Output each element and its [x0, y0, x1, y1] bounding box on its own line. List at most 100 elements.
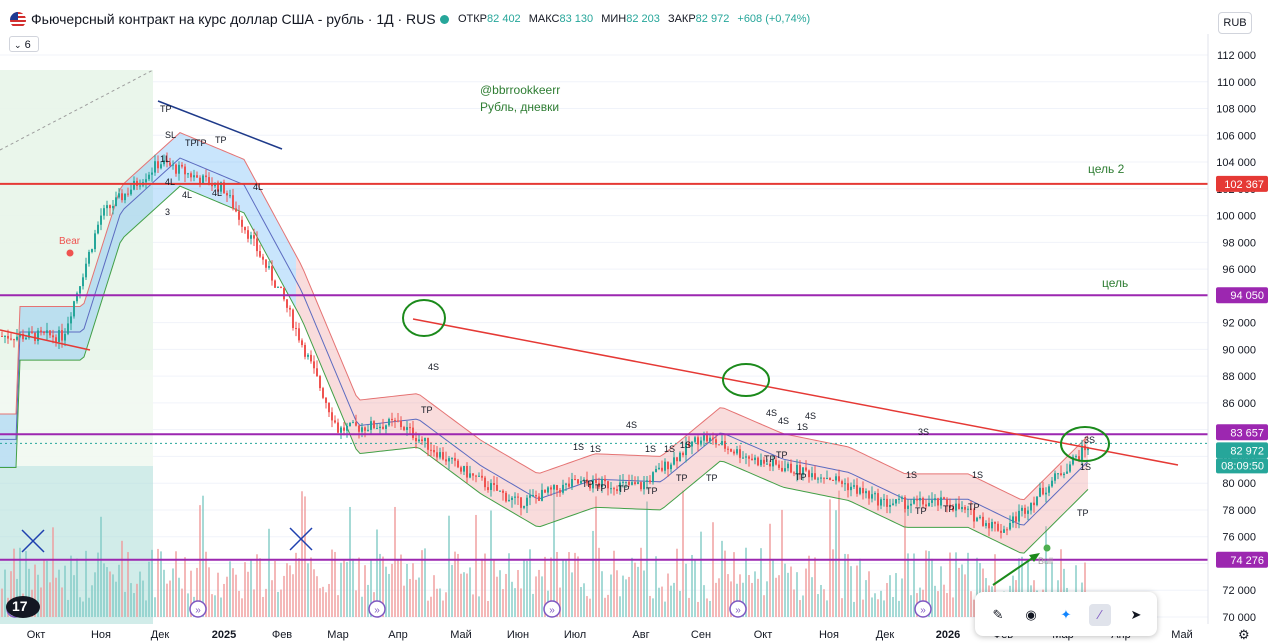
short-trendline[interactable] [0, 329, 91, 351]
volume-bar [706, 598, 708, 617]
candle-body [271, 266, 273, 281]
indicators-toggle[interactable]: ⌄ 6 [9, 36, 39, 52]
candle-body [892, 503, 894, 505]
resistance-trendline[interactable] [412, 318, 1179, 466]
candle-body [397, 420, 399, 422]
long-position-zone-lower [0, 370, 153, 466]
signal-label: TP [582, 479, 594, 489]
upper-trendline[interactable] [157, 100, 283, 150]
candle-body [715, 439, 717, 445]
volume-bar [529, 549, 531, 617]
draw-icon[interactable]: ✎ [992, 607, 1004, 622]
candle-body [871, 494, 873, 499]
volume-bar [463, 572, 465, 617]
candle-body [625, 481, 627, 483]
volume-bar [622, 575, 624, 617]
ohlc-values: ОТКР82 402 МАКС83 130 МИН82 203 ЗАКР82 9… [458, 13, 810, 25]
signal-label: TP [195, 138, 207, 148]
volume-bar [328, 583, 330, 617]
candle-body [232, 195, 234, 209]
volume-bar [964, 574, 966, 617]
volume-bar [88, 597, 90, 617]
candle-body [628, 481, 630, 485]
candle-body [85, 263, 87, 278]
replay-marker-icon[interactable] [729, 600, 747, 618]
candle-body [139, 185, 141, 187]
candle-body [490, 483, 492, 490]
replay-marker-icon[interactable] [914, 600, 932, 618]
volume-bar [274, 560, 276, 617]
overlay-icon[interactable]: ◉ [1025, 607, 1037, 622]
candle-body [400, 420, 402, 428]
volume-bar [1084, 562, 1086, 617]
volume-bar [454, 551, 456, 617]
volume-bar [259, 558, 261, 617]
candle-body [181, 164, 183, 167]
telegram-icon[interactable]: ➤ [1130, 607, 1142, 622]
candle-body [736, 449, 738, 454]
candle-body [1078, 456, 1080, 460]
signal-label: TP [185, 138, 197, 148]
tradingview-logo-icon[interactable]: 17 [6, 596, 40, 618]
volume-bar [532, 593, 534, 617]
signal-label: SL [165, 130, 176, 140]
replay-marker-icon[interactable] [189, 600, 207, 618]
candle-body [877, 493, 879, 506]
candle-body [646, 480, 648, 482]
brush-icon[interactable]: ∕ [1089, 604, 1111, 626]
candle-body [286, 299, 288, 308]
candle-body [454, 458, 456, 461]
indicators-count: 6 [24, 39, 31, 51]
market-status-icon [440, 15, 449, 24]
candle-body [49, 330, 51, 336]
candle-body [67, 323, 69, 334]
volume-bar [586, 596, 588, 617]
volume-bar [760, 548, 762, 617]
volume-bar [733, 552, 735, 617]
signal-label: TP [421, 405, 433, 415]
candle-body [1003, 529, 1005, 533]
volume-bar [70, 555, 72, 617]
x-tick-label: Окт [27, 629, 46, 641]
bear-dot [66, 249, 74, 257]
candle-body [559, 489, 561, 493]
candle-body [334, 420, 336, 423]
candle-body [448, 458, 450, 462]
currency-button[interactable]: RUB [1218, 12, 1252, 34]
volume-bar [490, 510, 492, 617]
volume-bar [724, 550, 726, 617]
candle-body [991, 522, 993, 529]
candle-body [436, 452, 438, 458]
symbol-title[interactable]: Фьючерсный контракт на курс доллар США -… [31, 11, 436, 27]
volume-bar [202, 495, 204, 617]
candle-body [955, 503, 957, 511]
volume-bar [247, 571, 249, 617]
volume-bar [451, 564, 453, 617]
volume-bar [682, 490, 684, 617]
replay-arrow: » [195, 605, 201, 616]
horizontal-levels[interactable] [0, 182, 1208, 561]
x-tick-label: Дек [151, 629, 170, 641]
candle-body [937, 498, 939, 506]
signal-label: 1S [972, 470, 983, 480]
candle-body [550, 487, 552, 490]
replay-marker-icon[interactable] [543, 600, 561, 618]
cloud-upper-line [0, 132, 1089, 501]
candle-body [1000, 530, 1002, 533]
gear-icon[interactable]: ⚙ [1238, 627, 1250, 642]
candle-body [403, 427, 405, 430]
candle-body [127, 193, 129, 195]
candle-body [856, 485, 858, 494]
candle-body [40, 330, 42, 332]
volume-bar [433, 575, 435, 617]
candle-body [547, 487, 549, 493]
bluesky-icon[interactable]: ✦ [1060, 607, 1072, 622]
replay-marker-icon[interactable] [368, 600, 386, 618]
volume-bar [958, 567, 960, 617]
candle-body [412, 427, 414, 438]
candle-body [211, 184, 213, 187]
volume-bar [352, 558, 354, 617]
candle-body [280, 286, 282, 289]
